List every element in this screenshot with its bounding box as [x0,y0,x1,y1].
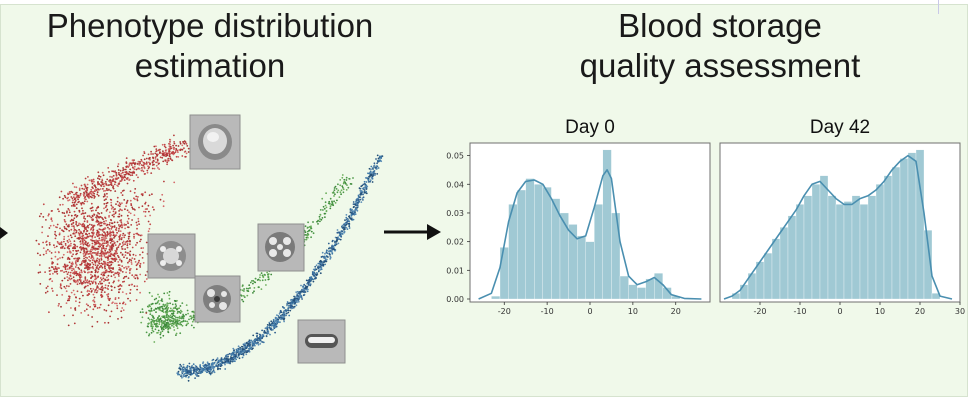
histogram-bar [811,184,821,300]
histogram-bar [636,287,646,300]
x-tick-label: 0 [587,307,592,316]
cell-image-echinocyte [147,233,196,279]
histogram-bar [899,158,909,300]
kde-line [478,169,702,300]
x-tick-label: -10 [541,307,554,316]
histogram-bar [739,284,749,300]
day42-chart-title: Day 42 [809,117,871,138]
histogram-bar [542,187,552,300]
y-tick-label: 0.00 [446,295,464,304]
kde-line [723,154,953,300]
histogram-bar [787,215,797,300]
histogram-bar [499,247,509,300]
histogram-bar [628,284,638,300]
cell-image-round [189,114,241,170]
day0-histogram: -20 -10 0 10 20 0.00 0.01 0.02 0.03 0.04 0.05 [446,149,702,316]
histogram-bar [662,287,672,300]
edge-line [938,0,939,14]
histogram-bar [859,204,869,300]
flow-arrow-icon [384,224,441,240]
histogram-bar [525,178,535,300]
day42-histogram: -20 -10 0 10 20 30 [723,149,965,316]
histogram-bar [771,238,781,300]
x-tick-label: 20 [671,307,681,316]
y-tick-label: 0.02 [446,238,464,247]
blue-cluster [176,154,384,382]
cell-image-elongated [297,319,346,364]
cell-image-spiculated [194,275,241,323]
y-tick-label: 0.04 [446,180,464,189]
x-tick-label: -20 [753,307,766,316]
histogram-bar [619,275,629,300]
histogram-bar [611,212,621,300]
histogram-bar [835,204,845,300]
histogram-bar [559,212,569,300]
histogram-bar [795,204,805,300]
x-tick-label: -10 [793,307,806,316]
histogram-bar [491,295,501,300]
phenotype-title-line1: Phenotype distribution [46,7,374,44]
histogram-bar [883,175,893,300]
phenotype-title-line2: estimation [134,47,286,84]
x-tick-label: 10 [875,307,885,316]
x-tick-label: 20 [915,307,925,316]
histogram-bar [594,204,604,300]
histogram-bar [763,252,773,300]
histogram-bar [755,261,765,300]
cell-image-knobby [257,223,305,272]
histogram-bar [534,184,544,300]
histogram-bar [576,235,586,300]
histogram-bar [516,189,526,300]
phenotype-title: Phenotype distribution estimation [0,6,420,86]
x-tick-label: -20 [498,307,511,316]
histogram-bar [891,166,901,300]
histogram-bar [654,273,664,300]
histogram-bar [907,152,917,300]
histogram-bar [851,195,861,300]
histogram-bar [843,201,853,300]
histogram-bar [875,184,885,300]
incoming-arrow-icon [0,227,8,239]
histogram-bar [827,195,837,300]
x-tick-label: 30 [955,307,965,316]
quality-title: Blood storage quality assessment [520,6,920,86]
histogram-bar [602,149,612,300]
x-tick-label: 10 [628,307,638,316]
histogram-bar [915,149,925,300]
y-tick-label: 0.03 [446,209,464,218]
embedding-scatter [35,134,384,382]
histogram-bar [803,195,813,300]
day0-chart-title: Day 0 [565,117,615,138]
histogram-bar [867,195,877,300]
histogram-bar [923,230,933,300]
y-tick-label: 0.01 [446,266,464,275]
x-tick-label: 0 [837,307,842,316]
histogram-bar [819,175,829,300]
histogram-bar [585,241,595,300]
histogram-bar [779,227,789,300]
quality-title-line1: Blood storage [618,7,822,44]
quality-title-line2: quality assessment [579,47,861,84]
y-tick-label: 0.05 [446,152,464,161]
red-cluster [35,134,192,328]
